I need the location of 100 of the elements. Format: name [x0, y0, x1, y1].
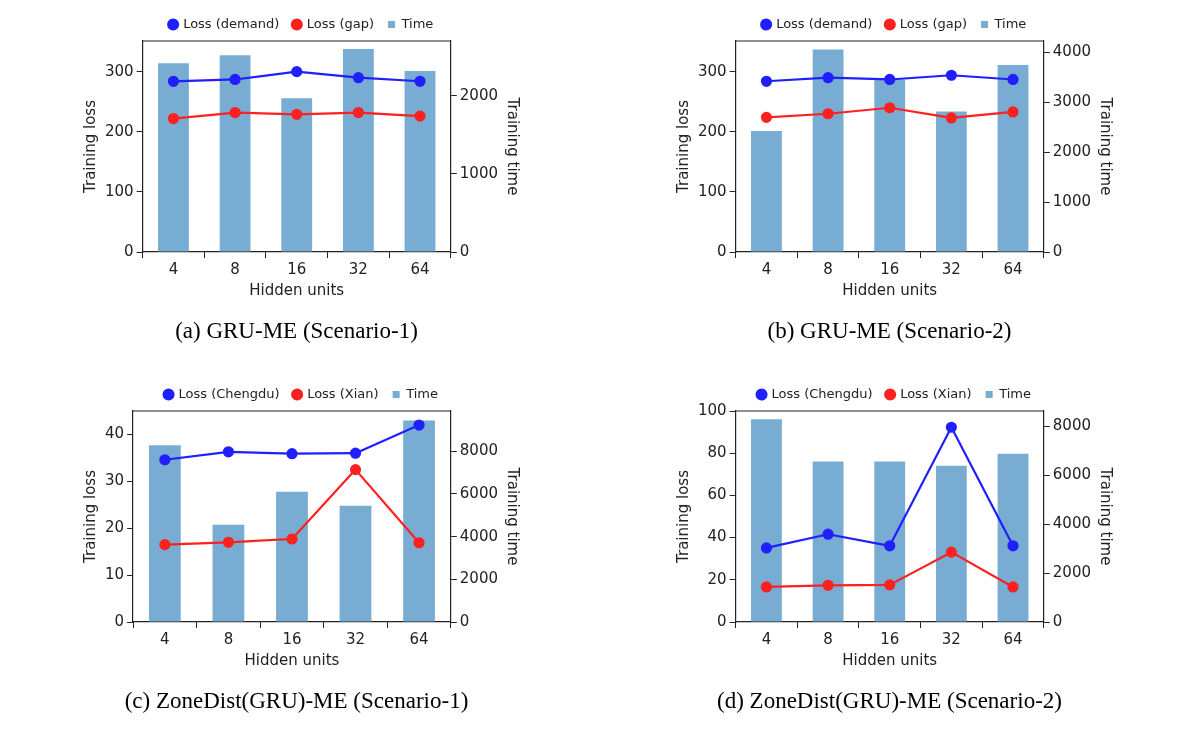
point: [286, 533, 298, 545]
x-tick-label: 64: [1003, 259, 1023, 278]
point: [884, 102, 896, 114]
y2-tick-label: 3000: [1052, 91, 1092, 110]
point: [884, 579, 896, 591]
y2-axis-title: Training time: [504, 466, 523, 566]
point: [291, 108, 303, 120]
y2-axis-title: Training time: [1097, 96, 1116, 196]
point: [414, 110, 426, 122]
y-tick-label: 100: [104, 181, 134, 200]
y2-tick-label: 4000: [1052, 41, 1092, 60]
text: (d) ZoneDist(GRU)-ME (Scenario-2): [716, 688, 1063, 714]
point: [222, 536, 235, 548]
point: [229, 73, 241, 86]
y-tick-label: 300: [697, 61, 727, 80]
y-tick-label: 30: [104, 471, 125, 490]
x-tick-label: 8: [223, 629, 234, 648]
y-axis-title: Training loss: [673, 469, 692, 564]
legend-label: Loss (demand): [776, 15, 873, 31]
y2-tick-label: 0: [1052, 611, 1063, 630]
point: [822, 579, 834, 591]
x-tick-label: 16: [880, 629, 900, 648]
bar: [812, 461, 844, 622]
bar: [219, 55, 251, 252]
bar: [997, 453, 1029, 622]
point: [1007, 106, 1019, 118]
bar: [148, 445, 181, 622]
y-tick-label: 40: [707, 527, 727, 546]
bar: [158, 63, 189, 252]
point: [349, 464, 362, 476]
x-tick-label: 4: [168, 259, 179, 278]
bar: [281, 98, 313, 252]
y2-axis-title: Training time: [1097, 466, 1116, 566]
point: [222, 446, 235, 458]
x-axis-title: Hidden units: [249, 280, 345, 299]
x-tick-label: 64: [1003, 629, 1023, 648]
x-tick-label: 4: [761, 629, 772, 648]
y-tick-label: 40: [104, 424, 125, 443]
y-tick-label: 20: [707, 569, 727, 588]
text: (b) GRU-ME (Scenario-2): [766, 318, 1013, 344]
point: [945, 112, 957, 124]
legend-label: Loss (Xian): [307, 385, 379, 401]
x-tick-label: 8: [230, 259, 240, 278]
x-tick-label: 64: [409, 629, 429, 648]
point: [822, 72, 834, 84]
point: [229, 106, 241, 119]
legend-label: Loss (gap): [306, 15, 375, 31]
point: [159, 454, 171, 466]
y2-tick-label: 4000: [459, 526, 499, 545]
point: [1007, 540, 1019, 552]
y2-tick-label: 1000: [459, 163, 499, 182]
y2-tick-label: 2000: [1052, 562, 1092, 581]
y-tick-label: 200: [104, 121, 134, 140]
y-tick-label: 10: [104, 565, 125, 583]
point: [413, 537, 425, 549]
point: [1007, 581, 1019, 593]
point: [159, 539, 171, 551]
x-tick-label: 32: [345, 629, 366, 648]
bar: [339, 505, 372, 622]
point: [352, 106, 364, 119]
y2-tick-label: 2000: [459, 569, 499, 588]
bar: [874, 461, 906, 622]
x-tick-label: 4: [160, 629, 170, 648]
bar: [997, 65, 1029, 252]
legend-label: Loss (demand): [183, 15, 280, 31]
y2-tick-label: 0: [1052, 241, 1063, 260]
x-tick-label: 8: [823, 629, 833, 648]
y-tick-label: 0: [717, 611, 727, 630]
point: [760, 75, 773, 87]
bar: [276, 491, 308, 622]
y2-tick-label: 8000: [459, 441, 499, 460]
x-axis-title: Hidden units: [842, 280, 938, 299]
y-axis-title: Training loss: [80, 99, 99, 194]
y2-axis-title: Training time: [504, 96, 523, 196]
y-tick-label: 80: [707, 443, 727, 462]
x-tick-label: 16: [282, 629, 302, 648]
y-tick-label: 100: [697, 400, 727, 419]
text: (c) ZoneDist(GRU)-ME (Scenario-1): [123, 688, 470, 714]
bar: [212, 524, 245, 622]
point: [945, 546, 957, 558]
bar: [403, 420, 435, 622]
legend-label: Time: [993, 15, 1027, 31]
x-tick-label: 16: [880, 259, 900, 278]
bar: [935, 111, 967, 252]
x-tick-label: 8: [823, 259, 833, 278]
point: [884, 73, 896, 86]
y2-tick-label: 1000: [1052, 191, 1092, 210]
x-tick-label: 32: [348, 259, 368, 278]
text: (a) GRU-ME (Scenario-1): [174, 318, 419, 344]
legend-label: Time: [400, 15, 434, 31]
x-axis-title: Hidden units: [842, 650, 938, 669]
y-axis-title: Training loss: [80, 469, 99, 564]
legend-label: Loss (gap): [899, 15, 968, 31]
y-tick-label: 0: [114, 611, 125, 630]
x-tick-label: 32: [941, 259, 961, 278]
y2-tick-label: 0: [459, 611, 470, 630]
y-tick-label: 60: [707, 485, 727, 504]
legend-label: Loss (Xian): [900, 385, 972, 401]
point: [760, 542, 773, 554]
bar: [812, 49, 844, 252]
